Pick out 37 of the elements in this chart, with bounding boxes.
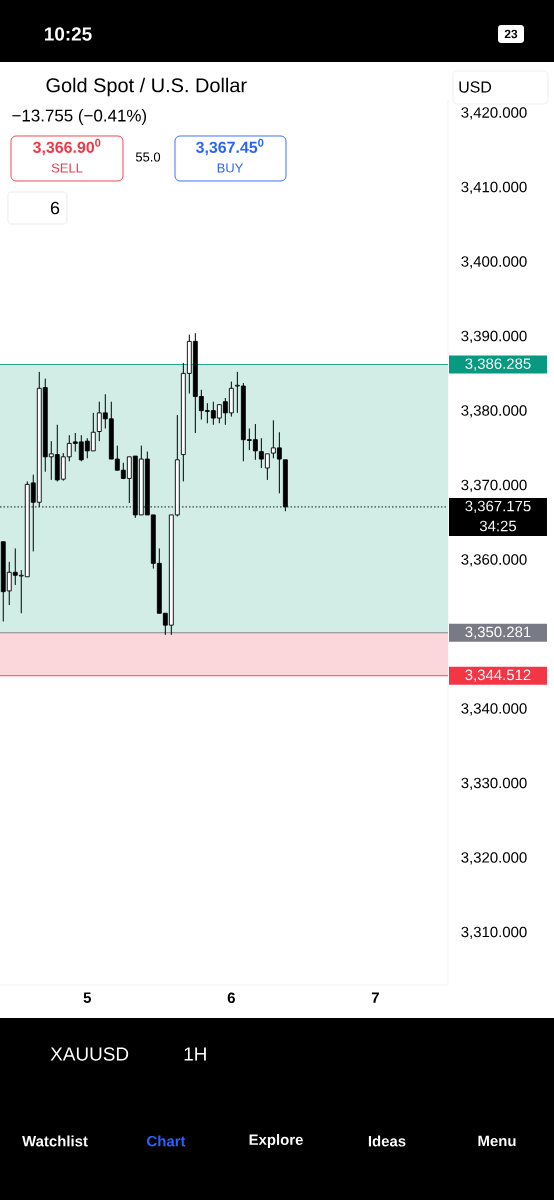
annotation: 3,366.90$^{0}$ [32, 138, 101, 156]
annotation: 6 [50, 201, 60, 215]
y-tick-label: 3,340.000 [461, 703, 527, 716]
y-tick-label: 3,380.000 [461, 405, 527, 418]
annotation: SELL [51, 163, 83, 173]
ref-line-label: 3,386.285 [465, 358, 531, 371]
text: 10:25 [44, 27, 92, 41]
y-tick-label: 3,400.000 [461, 256, 527, 269]
text: Ideas [368, 1135, 406, 1147]
chart-title: Gold Spot / U.S. Dollar [46, 77, 247, 97]
ref-line-label: 3,367.175 [465, 500, 531, 514]
x-tick-label: 5 [83, 992, 92, 1003]
x-tick-label: 6 [227, 992, 235, 1004]
annotation: 55.0 [135, 152, 161, 162]
y-tick-label: 3,390.000 [461, 330, 527, 344]
y-tick-label: 3,310.000 [461, 926, 527, 940]
text: 23 [504, 29, 518, 39]
y-tick-label: 3,330.000 [461, 777, 527, 791]
text: XAUUSD [50, 1047, 129, 1061]
y-tick-label: 3,410.000 [461, 181, 527, 195]
text: 1H [184, 1047, 206, 1061]
y-tick-label: 3,370.000 [461, 479, 527, 493]
text: Explore [249, 1134, 303, 1148]
x-tick-label: 7 [371, 992, 379, 1003]
annotation: BUY [217, 163, 244, 173]
text: Watchlist [22, 1135, 88, 1147]
y-tick-label: 3,360.000 [461, 554, 527, 567]
annotation: 3,367.45$^{0}$ [195, 138, 264, 156]
ref-line-label: 3,350.281 [465, 626, 531, 639]
ref-line-label: 3,344.512 [465, 669, 531, 682]
y-tick-label: 3,420.000 [461, 107, 527, 120]
text: 34:25 [479, 520, 517, 532]
text: Menu [478, 1135, 516, 1147]
y-tick-label: 3,320.000 [461, 852, 527, 865]
text: −13.755 (−0.41%) [12, 109, 147, 125]
text: USD [459, 81, 492, 93]
text: Chart [147, 1135, 186, 1147]
